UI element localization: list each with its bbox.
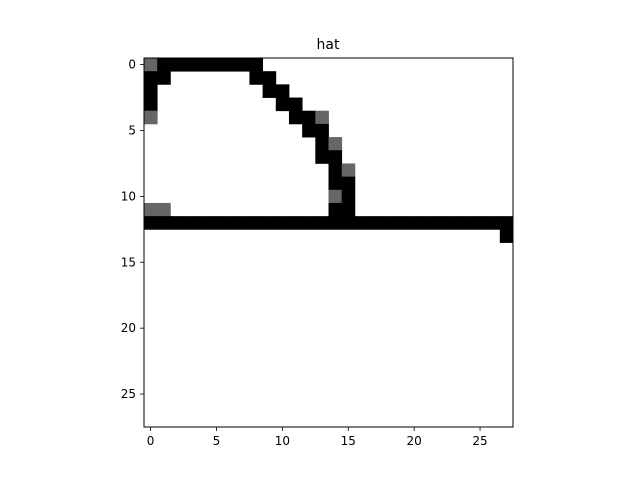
image-pixel [144,97,158,112]
image-pixel [157,71,171,85]
x-tick-label: 25 [472,434,487,448]
image-pixel [275,97,290,112]
image-pixel [473,216,488,230]
image-pixel [420,216,435,230]
image-pixel [328,176,343,191]
image-pixel [196,58,211,72]
image-pixel [209,216,224,230]
image-pixel [144,84,158,98]
image-pixel [288,110,303,125]
image-pixel [315,123,329,138]
image-pixel [341,176,356,191]
image-pixel [275,84,290,98]
image-pixel [341,163,356,178]
y-tick-label: 15 [121,255,136,269]
image-pixel [262,84,277,98]
image-pixel [447,216,461,230]
image-pixel [275,216,290,230]
image-pixel [460,216,474,230]
image-pixel [499,216,514,230]
x-tick-label: 5 [213,434,221,448]
image-pixel [368,216,382,230]
image-pixel [249,58,264,72]
image-pixel [249,216,264,230]
axes-frame [143,57,514,428]
image-pixel [209,58,224,72]
image-pixel [196,216,211,230]
image-pixel [236,216,250,230]
image-pixel [341,202,356,217]
image-pixel [328,150,343,164]
image-pixel [381,216,395,230]
image-pixel [328,189,343,204]
image-pixel [315,137,329,151]
y-tick-label: 20 [121,321,136,335]
x-tick-label: 10 [275,434,290,448]
image-pixel [262,71,277,85]
image-pixel [223,58,237,72]
x-axis: 0 5 10 15 20 25 [147,427,488,448]
image-pixel [354,216,369,230]
image-pixel [328,163,343,178]
image-pixels [144,58,514,243]
image-pixel [433,216,448,230]
image-pixel [328,216,343,230]
image-pixel [394,216,408,230]
image-pixel [157,202,171,217]
image-pixel [223,216,237,230]
image-pixel [341,216,356,230]
image-pixel [315,150,329,164]
image-pixel [183,216,198,230]
image-pixel [183,58,198,72]
image-pixel [144,58,158,72]
image-pixel [328,137,343,151]
y-axis: 0 5 10 15 20 25 [121,58,144,401]
image-pixel [302,110,316,125]
image-pixel [328,202,343,217]
image-pixel [262,216,277,230]
image-pixel [170,58,184,72]
chart-title: hat [317,37,340,53]
image-pixel [144,71,158,85]
plot-area [143,57,514,428]
image-pixel [144,202,158,217]
image-pixel [499,229,514,243]
y-tick-label: 5 [128,123,136,137]
image-pixel [486,216,501,230]
x-tick-label: 15 [341,434,356,448]
image-pixel [157,58,171,72]
image-pixel [249,71,264,85]
image-pixel [170,216,184,230]
image-pixel [315,110,329,125]
x-tick-label: 0 [147,434,155,448]
image-pixel [144,216,158,230]
image-pixel [236,58,250,72]
image-pixel [288,97,303,112]
y-tick-label: 0 [128,58,136,72]
image-pixel [157,216,171,230]
image-pixel [315,216,329,230]
image-pixel [144,110,158,125]
image-pixel [302,216,316,230]
y-tick-label: 25 [121,387,136,401]
x-tick-label: 20 [407,434,422,448]
image-pixel [341,189,356,204]
y-tick-label: 10 [121,189,136,203]
image-pixel [407,216,422,230]
image-pixel [302,123,316,138]
image-pixel [288,216,303,230]
